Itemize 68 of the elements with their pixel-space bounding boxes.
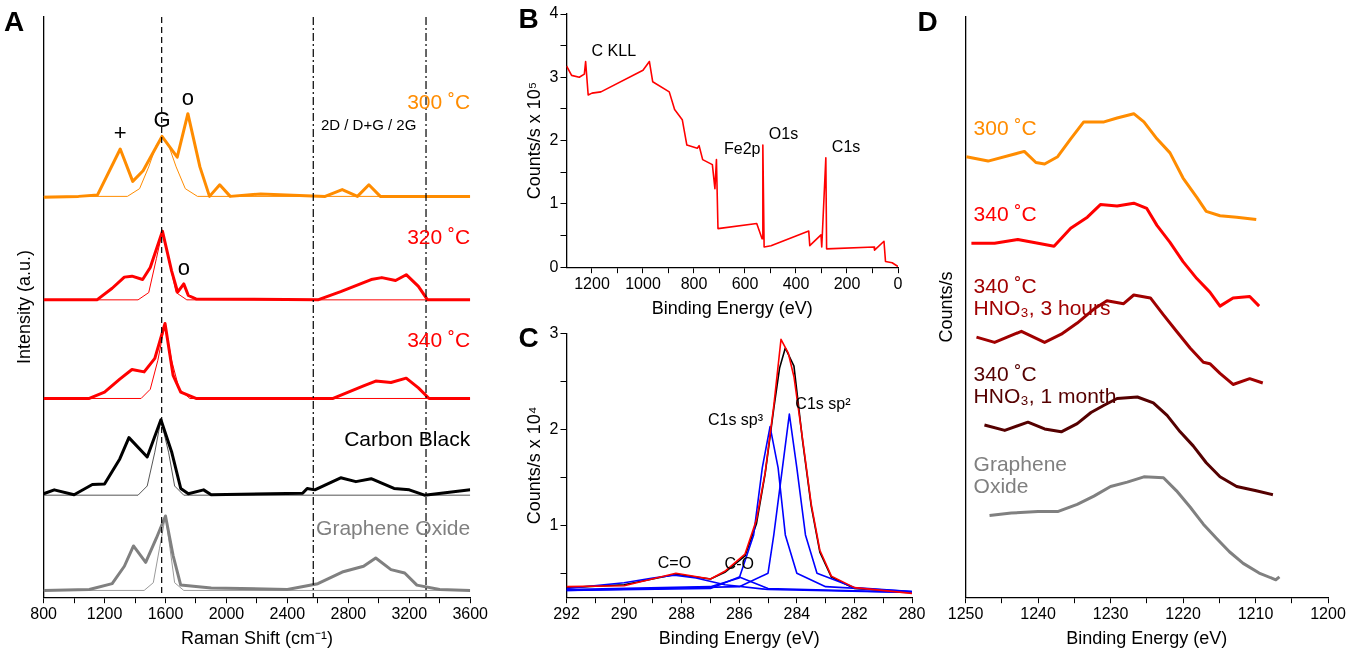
x-tick-label: 1000 bbox=[625, 275, 661, 293]
y-axis-title: Counts/s bbox=[935, 271, 956, 343]
annotation: 2D / D+G / 2G bbox=[320, 115, 417, 133]
x-tick-label: 600 bbox=[731, 275, 759, 293]
x-tick-label: 1200 bbox=[574, 275, 610, 293]
x-tick-label: 1600 bbox=[147, 605, 184, 623]
x-tick-label: 800 bbox=[680, 275, 708, 293]
y-tick-label: 3 bbox=[549, 324, 559, 342]
y-tick-label: 0 bbox=[549, 257, 559, 275]
annotation: C1s bbox=[831, 138, 861, 156]
x-tick-label: 282 bbox=[841, 605, 868, 623]
x-tick-label: 1200 bbox=[1310, 605, 1346, 623]
annotation: G bbox=[153, 107, 171, 133]
y-axis-title: Counts/s x 10⁴ bbox=[523, 406, 544, 525]
y-tick-label: 1 bbox=[549, 194, 559, 212]
x-tick-label: 2800 bbox=[330, 605, 367, 623]
x-tick-label: 1230 bbox=[1092, 605, 1129, 623]
annotation: Fe2p bbox=[723, 140, 761, 157]
x-tick-label: 1220 bbox=[1165, 605, 1201, 623]
x-tick-label: 280 bbox=[898, 605, 926, 623]
x-tick-label: 292 bbox=[553, 605, 580, 623]
x-axis-title: Raman Shift (cm⁻¹) bbox=[180, 628, 333, 649]
y-axis-title: Counts/s x 10⁵ bbox=[523, 81, 544, 200]
x-tick-label: 284 bbox=[783, 605, 811, 623]
annotation: + bbox=[113, 120, 127, 146]
y-axis-title: Intensity (a.u.) bbox=[13, 250, 34, 365]
x-tick-label: 1240 bbox=[1020, 605, 1056, 623]
x-tick-label: 3200 bbox=[391, 605, 428, 623]
text: 300 ˚C bbox=[407, 89, 471, 113]
series-label: 300 ˚C bbox=[973, 115, 1037, 139]
series-label: Carbon Black bbox=[344, 427, 471, 451]
x-tick-label: 1200 bbox=[86, 605, 123, 623]
x-tick-label: 0 bbox=[893, 275, 903, 293]
annotation: O1s bbox=[768, 125, 799, 143]
series-label: 340 ˚C HNO₃, 1 month bbox=[973, 362, 1117, 408]
x-axis-title: Binding Energy (eV) bbox=[1066, 628, 1228, 649]
series-label: Graphene Oxide bbox=[316, 515, 471, 539]
chart-title: B bbox=[518, 2, 539, 34]
annotation: C KLL bbox=[591, 41, 637, 59]
annotation: C=O bbox=[657, 553, 692, 571]
x-tick-label: 1210 bbox=[1237, 605, 1274, 623]
x-tick-label: 200 bbox=[833, 275, 861, 293]
y-tick-label: 1 bbox=[549, 515, 559, 533]
series-label: Graphene Oxide bbox=[973, 452, 1068, 498]
x-tick-label: 2400 bbox=[269, 605, 306, 623]
x-tick-label: 290 bbox=[610, 605, 638, 623]
x-axis-title: Binding Energy (eV) bbox=[658, 628, 820, 649]
y-tick-label: 2 bbox=[549, 419, 559, 437]
annotation: o bbox=[177, 254, 190, 280]
x-tick-label: 2000 bbox=[208, 605, 245, 623]
x-axis-title: Binding Energy (eV) bbox=[651, 298, 813, 319]
series-label: 320 ˚C bbox=[407, 224, 471, 248]
chart-title: D bbox=[917, 5, 938, 37]
series-label: 340 ˚C bbox=[407, 328, 471, 352]
x-tick-label: 400 bbox=[782, 275, 810, 293]
chart-title: A bbox=[4, 5, 25, 37]
x-tick-label: 286 bbox=[725, 605, 753, 623]
annotation: C1s sp³ bbox=[707, 410, 764, 428]
chart-title: C bbox=[518, 322, 539, 354]
x-tick-label: 1250 bbox=[947, 605, 984, 623]
y-tick-label: 3 bbox=[549, 67, 559, 85]
annotation: o bbox=[181, 84, 195, 110]
x-tick-label: 3600 bbox=[452, 605, 489, 623]
y-tick-label: 2 bbox=[549, 131, 559, 149]
series-label: 340 ˚C bbox=[973, 202, 1037, 226]
x-tick-label: 800 bbox=[30, 605, 58, 623]
y-tick-label: 4 bbox=[549, 4, 559, 22]
x-tick-label: 288 bbox=[668, 605, 696, 623]
